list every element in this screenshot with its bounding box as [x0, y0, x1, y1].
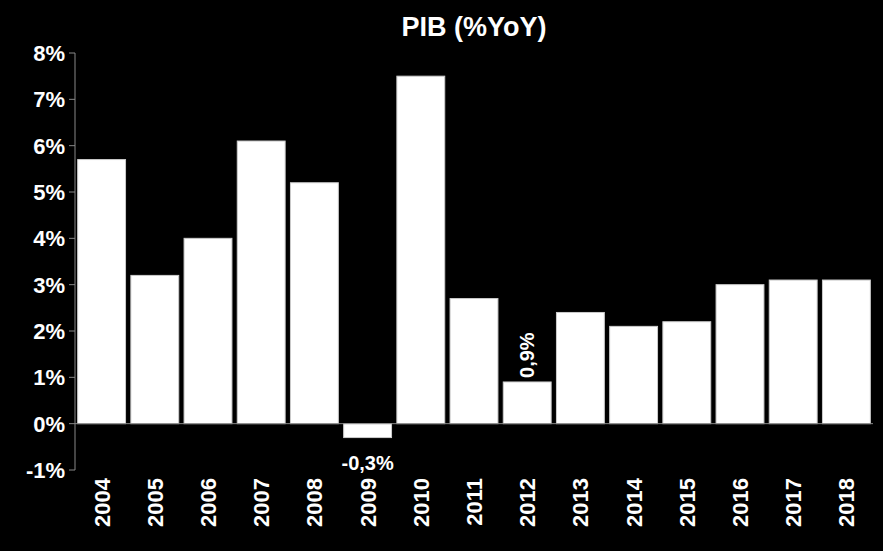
tick-label: 0% — [33, 412, 65, 437]
category-label: 2013 — [568, 478, 593, 527]
category-label: 2009 — [356, 478, 381, 527]
bar — [237, 141, 285, 424]
bar — [397, 76, 445, 424]
category-label: 2006 — [196, 478, 221, 527]
bar — [78, 160, 126, 424]
tick-mark — [69, 238, 75, 239]
bar — [556, 312, 604, 423]
category-label: 2007 — [249, 478, 274, 527]
tick-mark — [69, 331, 75, 332]
category-label: 2016 — [728, 478, 753, 527]
tick-mark — [69, 145, 75, 146]
tick-label: 2% — [33, 319, 65, 344]
tick-label: 4% — [33, 226, 65, 251]
category-label: 2004 — [90, 477, 115, 527]
bar — [503, 382, 551, 424]
bar — [184, 238, 232, 423]
tick-mark — [69, 53, 75, 54]
category-label: 2017 — [781, 478, 806, 527]
tick-mark — [69, 377, 75, 378]
tick-label: 3% — [33, 273, 65, 298]
data-label: 0,9% — [516, 332, 538, 378]
bar — [344, 424, 392, 438]
category-label: 2014 — [622, 477, 647, 527]
category-label: 2008 — [302, 478, 327, 527]
x-axis — [75, 423, 873, 424]
tick-label: 1% — [33, 365, 65, 390]
tick-label: 6% — [33, 134, 65, 159]
bar — [769, 280, 817, 424]
chart: PIB (%YoY) -1% 0% 1% 2% 3% 4% 5% 6% 7% 8% 2004 2005 2… — [0, 0, 883, 551]
tick-label: 7% — [33, 87, 65, 112]
tick-mark — [69, 192, 75, 193]
category-label: 2005 — [143, 478, 168, 527]
bar — [663, 322, 711, 424]
background — [0, 0, 883, 551]
bar — [716, 285, 764, 424]
bars — [78, 76, 871, 437]
bar — [610, 326, 658, 423]
data-label: -0,3% — [341, 452, 393, 474]
tick-mark — [69, 99, 75, 100]
category-label: 2010 — [409, 478, 434, 527]
y-axis — [75, 53, 76, 470]
tick-label: -1% — [26, 458, 65, 483]
bar — [450, 299, 498, 424]
title: PIB (%YoY) — [401, 12, 546, 42]
category-label: 2015 — [675, 478, 700, 527]
tick-mark — [69, 423, 75, 424]
tick-label: 8% — [33, 41, 65, 66]
tick-mark — [69, 284, 75, 285]
bar — [290, 183, 338, 424]
category-label: 2011 — [462, 478, 487, 526]
category-label: 2018 — [834, 478, 859, 527]
category-label: 2012 — [515, 478, 540, 527]
bar — [822, 280, 870, 424]
tick-label: 5% — [33, 180, 65, 205]
tick-mark — [69, 470, 75, 471]
bar — [131, 275, 179, 423]
